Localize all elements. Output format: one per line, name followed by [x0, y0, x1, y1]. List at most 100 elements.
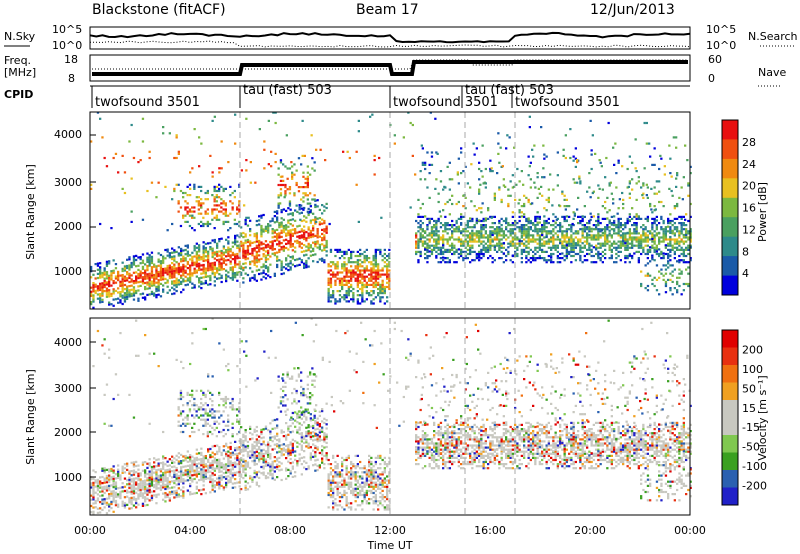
power-cell-1223 [285, 242, 288, 245]
power-cell-3991 [645, 194, 648, 197]
power-cell-3856 [274, 111, 277, 114]
power-cell-312 [150, 284, 154, 287]
power-cell-4006 [672, 136, 675, 139]
power-cell-1807 [370, 294, 373, 297]
power-cell-1841 [374, 277, 377, 280]
power-cell-781 [236, 246, 239, 249]
power-cell-2386 [507, 230, 510, 233]
power-cell-3757 [687, 272, 690, 275]
power-cell-1395 [314, 205, 317, 209]
velocity-cell-904 [204, 420, 207, 423]
velocity-cell-365 [155, 473, 158, 476]
power-cell-744 [229, 254, 232, 257]
velocity-cell-552 [189, 460, 192, 463]
velocity-cell-371 [157, 487, 160, 490]
power-cell-2401 [511, 242, 514, 245]
power-cell-3732 [671, 280, 674, 283]
power-cell-2112 [451, 252, 454, 256]
power-cell-3404 [487, 207, 490, 210]
power-cell-2878 [606, 240, 609, 243]
velocity-cell-63 [101, 469, 104, 472]
power-cell-495 [182, 265, 185, 269]
power-cell-2787 [586, 222, 589, 225]
power-cell-2424 [516, 254, 519, 258]
power-cell-2667 [563, 240, 566, 243]
power-cell-1971 [419, 215, 422, 218]
power-cell-338 [155, 289, 158, 293]
power-cell-3442 [511, 229, 514, 232]
power-cell-1668 [347, 290, 350, 293]
power-cell-932 [231, 208, 234, 211]
power-cell-2663 [563, 259, 566, 262]
power-cell-1595 [334, 263, 337, 266]
velocity-cell-770 [229, 464, 232, 467]
power-cell-2751 [579, 222, 582, 225]
power-cell-662 [213, 271, 216, 275]
power-cell-2132 [453, 224, 456, 227]
power-cell-3028 [635, 224, 638, 227]
power-cell-695 [220, 280, 223, 284]
power-cell-3025 [635, 230, 638, 233]
power-cell-3396 [482, 182, 485, 185]
power-cell-2978 [626, 244, 629, 247]
power-cell-2346 [498, 232, 501, 235]
power-cell-1616 [338, 277, 342, 280]
power-cell-3623 [642, 184, 645, 187]
power-cell-3517 [561, 225, 564, 228]
power-cell-1642 [343, 267, 346, 270]
power-cell-898 [218, 204, 221, 207]
power-cell-1093 [262, 242, 265, 245]
power-cell-554 [193, 247, 196, 250]
velocity-cell-877 [193, 402, 196, 405]
power-cell-2972 [624, 224, 627, 227]
power-cell-2824 [595, 226, 598, 229]
power-cell-3061 [642, 230, 645, 233]
power-cell-559 [195, 265, 198, 268]
velocity-cell-702 [218, 481, 221, 484]
power-cell-672 [216, 277, 219, 280]
velocity-cell-224 [132, 490, 136, 493]
power-cell-1052 [255, 232, 258, 235]
power-cell-3277 [687, 246, 690, 249]
power-cell-1289 [296, 241, 299, 244]
power-cell-916 [224, 220, 227, 223]
power-cell-481 [180, 266, 183, 269]
power-cell-3222 [678, 261, 681, 264]
power-cell-713 [222, 251, 225, 254]
power-cell-3589 [617, 159, 620, 162]
power-cell-3215 [676, 242, 679, 245]
power-cell-1007 [249, 260, 252, 264]
power-cell-1312 [300, 242, 303, 245]
power-cell-982 [244, 256, 247, 259]
power-cell-476 [180, 280, 183, 283]
power-cell-1089 [262, 255, 265, 258]
power-cell-1923 [388, 283, 391, 286]
power-cell-329 [153, 282, 156, 285]
velocity-cell-257 [137, 478, 140, 482]
power-cell-3687 [640, 282, 643, 286]
power-cell-895 [215, 189, 218, 193]
power-cell-2261 [480, 226, 483, 229]
power-cell-1716 [356, 302, 359, 305]
power-cell-1253 [289, 241, 292, 244]
power-cell-2362 [500, 217, 503, 220]
power-cell-3328 [435, 229, 438, 232]
power-cell-4008 [675, 177, 678, 180]
power-cell-1001 [246, 238, 250, 242]
velocity-cell-905 [204, 418, 207, 421]
power-cell-1793 [365, 257, 368, 260]
velocity-cell-274 [141, 504, 145, 507]
power-cell-3217 [676, 238, 679, 241]
power-cell-3146 [662, 257, 665, 260]
velocity-cell-91 [108, 505, 111, 508]
power-cell-1182 [278, 236, 281, 239]
velocity-cell-189 [126, 468, 129, 471]
power-cell-3275 [687, 252, 690, 256]
power-cell-1132 [269, 240, 272, 244]
power-cell-1247 [289, 266, 292, 269]
power-cell-2709 [570, 236, 573, 239]
power-cell-1723 [356, 281, 359, 284]
power-cell-2512 [532, 236, 535, 239]
velocity-cell-737 [225, 483, 228, 487]
power-cell-2274 [482, 224, 485, 227]
